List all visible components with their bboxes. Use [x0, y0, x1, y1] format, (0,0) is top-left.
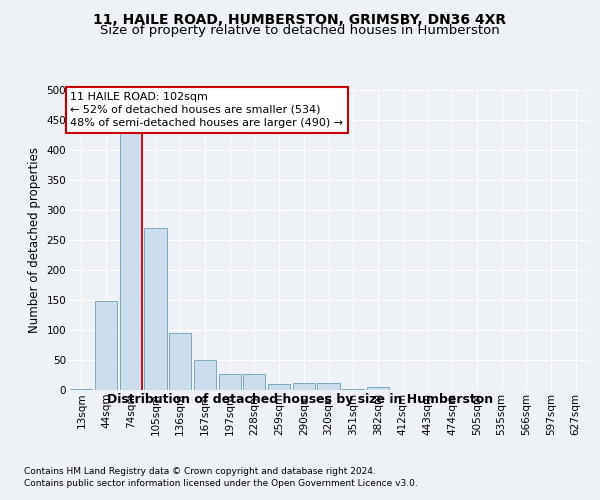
Bar	[70, 389, 92, 390]
Text: Distribution of detached houses by size in Humberston: Distribution of detached houses by size …	[107, 392, 493, 406]
Bar	[95, 301, 117, 390]
Bar	[145, 228, 167, 390]
Bar	[268, 384, 290, 390]
Bar	[169, 333, 191, 390]
Text: Contains HM Land Registry data © Crown copyright and database right 2024.: Contains HM Land Registry data © Crown c…	[24, 468, 376, 476]
Text: Contains public sector information licensed under the Open Government Licence v3: Contains public sector information licen…	[24, 479, 418, 488]
Bar	[243, 374, 265, 390]
Bar	[119, 132, 142, 390]
Bar	[342, 389, 364, 390]
Bar	[293, 383, 315, 390]
Bar	[218, 374, 241, 390]
Y-axis label: Number of detached properties: Number of detached properties	[28, 147, 41, 333]
Bar	[194, 360, 216, 390]
Bar	[367, 387, 389, 390]
Text: Size of property relative to detached houses in Humberston: Size of property relative to detached ho…	[100, 24, 500, 37]
Bar	[317, 383, 340, 390]
Text: 11 HAILE ROAD: 102sqm
← 52% of detached houses are smaller (534)
48% of semi-det: 11 HAILE ROAD: 102sqm ← 52% of detached …	[70, 92, 343, 128]
Text: 11, HAILE ROAD, HUMBERSTON, GRIMSBY, DN36 4XR: 11, HAILE ROAD, HUMBERSTON, GRIMSBY, DN3…	[94, 12, 506, 26]
